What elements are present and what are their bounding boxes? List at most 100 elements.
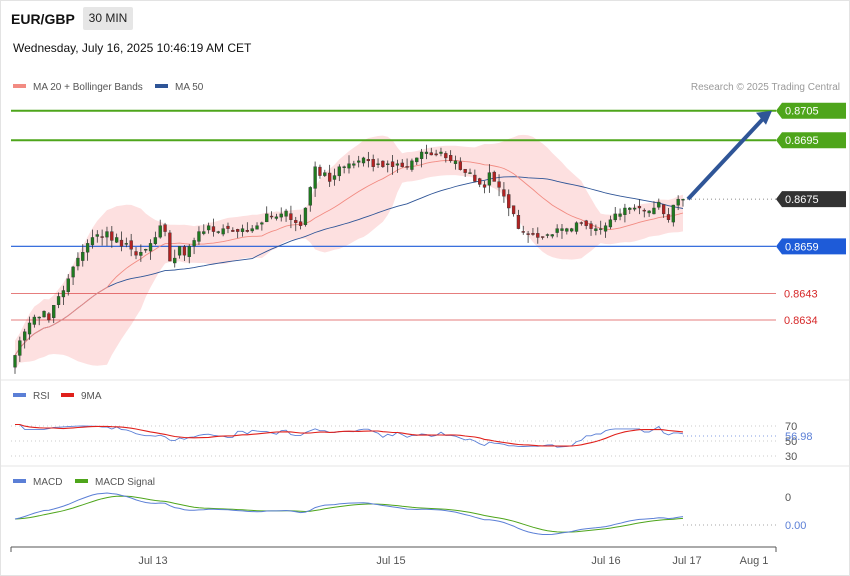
candle-body — [618, 213, 622, 217]
price-panel: MA 20 + Bollinger Bands MA 50 Research © 2… — [11, 82, 846, 374]
candle-body — [347, 163, 351, 169]
legend-swatch — [13, 393, 26, 397]
candle-body — [81, 252, 85, 261]
candle-body — [298, 221, 303, 226]
legend-label: MA 50 — [175, 82, 204, 93]
candle-body — [100, 236, 104, 238]
level-label: 0.8643 — [784, 288, 818, 300]
candle-body — [502, 189, 506, 197]
candle-body — [148, 243, 153, 252]
candle-body — [545, 234, 550, 236]
candle-body — [439, 151, 443, 154]
candle-body — [211, 226, 216, 232]
candle-body — [71, 266, 75, 278]
candle-body — [492, 171, 496, 182]
x-tick-label: Jul 16 — [591, 555, 620, 567]
ma20-line — [14, 159, 684, 356]
candle-body — [565, 228, 569, 232]
candle-body — [453, 160, 458, 164]
candle-body — [497, 181, 501, 188]
candle-body — [56, 296, 61, 305]
candle-body — [245, 229, 249, 232]
candle-body — [105, 231, 109, 238]
candle-body — [114, 237, 119, 243]
candle-body — [657, 201, 661, 208]
candle-body — [487, 172, 492, 186]
candle-body — [429, 152, 433, 156]
legend-label: MA 20 + Bollinger Bands — [33, 82, 143, 93]
bollinger-band — [15, 134, 683, 371]
candle-body — [76, 257, 80, 267]
level-label: 0.8634 — [784, 315, 818, 327]
candle-body — [579, 222, 583, 224]
candle-body — [570, 228, 574, 232]
legend-label: 9MA — [81, 391, 102, 402]
candle-body — [250, 228, 254, 232]
candle-body — [361, 157, 366, 164]
credit-text: Research © 2025 Trading Central — [691, 82, 840, 93]
candle-body — [226, 225, 230, 229]
candle-body — [584, 220, 588, 226]
legend-label: MACD — [33, 477, 62, 488]
level-tag — [776, 238, 846, 255]
legend-label: MACD Signal — [95, 477, 155, 488]
candle-body — [666, 214, 671, 220]
legend-swatch — [13, 479, 26, 483]
macd-tick-label: 0 — [785, 492, 791, 504]
candle-body — [623, 207, 627, 215]
candle-body — [269, 215, 274, 218]
candle-body — [589, 223, 593, 229]
candle-body — [61, 290, 66, 298]
candle-body — [550, 234, 554, 237]
candle-body — [294, 220, 298, 223]
rsi-panel: RSI 9MA 70 50 30 56.98 — [1, 379, 849, 463]
candle-body — [158, 225, 162, 238]
candle-body — [177, 246, 182, 256]
candle-body — [23, 331, 27, 341]
candle-body — [516, 215, 521, 229]
candle-body — [507, 194, 511, 209]
candle-body — [153, 237, 158, 245]
candle-body — [85, 243, 90, 253]
candle-body — [415, 157, 419, 163]
candle-body — [376, 163, 380, 165]
candle-body — [265, 213, 269, 223]
level-label: 0.8675 — [785, 194, 819, 206]
candle-body — [478, 178, 482, 185]
candle-body — [395, 163, 400, 166]
candle-body — [536, 233, 540, 238]
candle-body — [352, 163, 356, 166]
candle-body — [526, 233, 530, 235]
candle-body — [323, 172, 327, 176]
candle-body — [231, 229, 235, 232]
legend-label: RSI — [33, 391, 50, 402]
macd-panel: MACD MACD Signal 0 0.00 — [1, 465, 849, 535]
candle-body — [647, 210, 651, 214]
candle-body — [560, 228, 564, 231]
candle-body — [661, 204, 666, 215]
candle-body — [608, 219, 613, 228]
level-tag — [776, 191, 846, 208]
candle-body — [52, 305, 56, 318]
candle-body — [313, 166, 317, 189]
candle-body — [357, 160, 361, 163]
candle-body — [284, 210, 288, 217]
candle-body — [642, 209, 646, 212]
candle-body — [192, 240, 196, 247]
candle-body — [468, 172, 472, 174]
candle-body — [27, 322, 32, 335]
candle-body — [139, 252, 143, 256]
x-axis: Jul 13 Jul 15 Jul 16 Jul 17 Aug 1 — [10, 546, 777, 567]
candle-body — [163, 224, 167, 232]
candle-body — [332, 175, 337, 180]
forecast-arrowhead — [756, 110, 772, 125]
candle-body — [182, 246, 187, 256]
candle-body — [37, 316, 41, 319]
instrument-title: EUR/GBP — [11, 11, 75, 27]
candle-body — [628, 207, 632, 210]
candle-body — [371, 159, 375, 167]
timeframe-badge[interactable]: 30 MIN — [83, 7, 133, 30]
candle-body — [410, 160, 414, 170]
candle-body — [240, 228, 245, 232]
candle-body — [303, 207, 308, 226]
